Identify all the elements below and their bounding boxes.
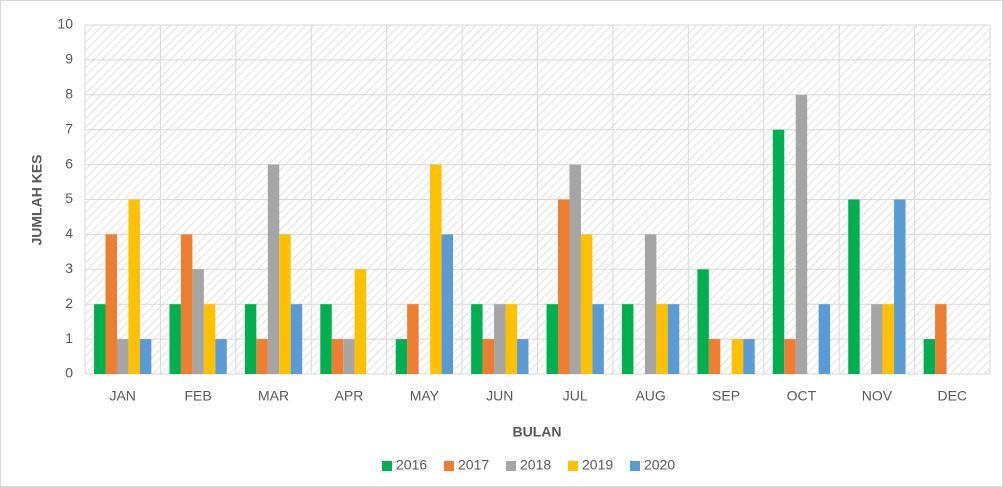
bar [644, 234, 657, 374]
legend-label: 2020 [644, 457, 675, 473]
bar [516, 339, 529, 374]
bar [580, 234, 593, 374]
bar [505, 304, 517, 374]
legend-label: 2017 [458, 457, 489, 473]
x-tick-label: FEB [185, 388, 212, 404]
bar [871, 304, 883, 374]
y-tick-label: 7 [65, 120, 73, 136]
x-tick-label: NOV [862, 388, 893, 404]
legend-swatch [568, 461, 578, 471]
legend-swatch [382, 461, 392, 471]
bar [708, 339, 721, 374]
bar [343, 339, 355, 374]
bar [482, 339, 495, 374]
bar [494, 304, 506, 374]
x-tick-label: JUL [563, 388, 588, 404]
legend-label: 2016 [396, 457, 427, 473]
x-tick-label: SEP [712, 388, 740, 404]
bar [395, 339, 408, 374]
bar [244, 304, 257, 374]
y-tick-label: 9 [65, 51, 73, 67]
legend-label: 2018 [520, 457, 551, 473]
x-tick-label: DEC [938, 388, 968, 404]
x-tick-label: MAR [258, 388, 289, 404]
bar [731, 339, 744, 374]
bar [848, 199, 860, 374]
bar [894, 199, 906, 374]
y-tick-label: 1 [65, 330, 73, 346]
bar [772, 129, 785, 374]
bar [592, 304, 604, 374]
bar [279, 234, 291, 374]
bar [203, 304, 216, 374]
y-axis-title: JUMLAH KES [29, 154, 45, 245]
x-tick-label: JUN [486, 388, 513, 404]
y-tick-label: 4 [65, 225, 73, 241]
bar [169, 304, 181, 374]
y-tick-label: 0 [65, 365, 73, 381]
x-tick-label: OCT [787, 388, 817, 404]
bar [354, 269, 367, 374]
bar [935, 304, 947, 374]
bar [105, 234, 117, 374]
y-tick-label: 6 [65, 155, 73, 171]
bar [818, 304, 831, 374]
bar [290, 304, 303, 374]
bar [192, 269, 204, 374]
legend-swatch [506, 461, 516, 471]
y-tick-label: 10 [57, 16, 73, 32]
x-tick-label: AUG [635, 388, 665, 404]
bar [546, 304, 559, 374]
bar [128, 199, 140, 374]
bar [94, 304, 106, 374]
y-tick-label: 8 [65, 86, 73, 102]
bar [471, 304, 483, 374]
bar [139, 339, 152, 374]
bar [667, 304, 680, 374]
bar [320, 304, 332, 374]
legend-label: 2019 [582, 457, 613, 473]
y-tick-label: 2 [65, 295, 73, 311]
bar [621, 304, 634, 374]
x-tick-label: APR [335, 388, 364, 404]
bar [882, 304, 895, 374]
bar [656, 304, 668, 374]
bar [267, 164, 280, 374]
bar [407, 304, 419, 374]
bar [256, 339, 268, 374]
x-tick-label: MAY [410, 388, 440, 404]
bar [923, 339, 936, 374]
legend-swatch [630, 461, 640, 471]
y-tick-label: 5 [65, 190, 73, 206]
bar [430, 164, 442, 374]
bar [215, 339, 227, 374]
bar [569, 164, 581, 374]
bar [116, 339, 129, 374]
bar [331, 339, 344, 374]
x-axis-title: BULAN [513, 424, 562, 440]
bar [743, 339, 755, 374]
bar [795, 94, 808, 375]
bar [784, 339, 796, 374]
bar [441, 234, 454, 374]
bar [558, 199, 570, 374]
x-tick-label: JAN [109, 388, 135, 404]
bar [180, 234, 193, 374]
legend-swatch [444, 461, 454, 471]
y-tick-label: 3 [65, 260, 73, 276]
bar [697, 269, 709, 374]
